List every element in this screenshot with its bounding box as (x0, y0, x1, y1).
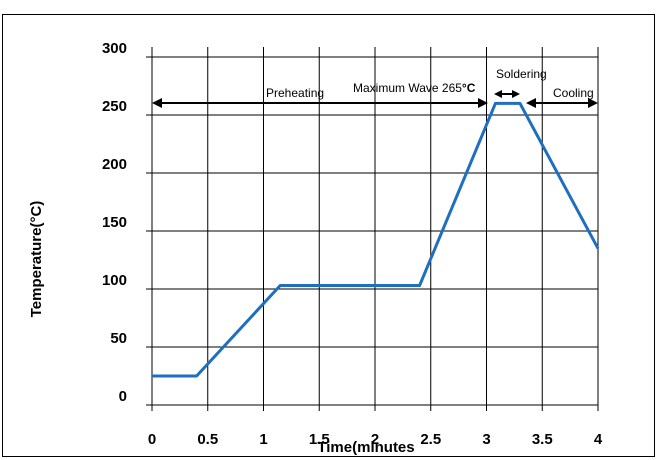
max-wave-label-text: Maximum Wave 265 (353, 81, 462, 95)
temperature-curve (152, 101, 600, 378)
x-tick-label: 0.5 (197, 431, 218, 448)
x-tick-label: 4 (594, 431, 603, 448)
x-tick-labels: 0 0.5 1 1.5 2 2.5 3 3.5 4 (148, 431, 603, 448)
cooling-arrow-right-head (588, 98, 598, 108)
preheating-arrow-right-head (478, 98, 488, 108)
y-tick-label: 300 (102, 40, 127, 57)
soldering-arrow-right-head (512, 90, 520, 98)
grid (146, 47, 599, 411)
x-axis-label: Time(minutes (317, 439, 414, 456)
cooling-arrow-left-head (526, 98, 536, 108)
x-tick-label: 1.5 (309, 431, 330, 448)
y-tick-label: 0 (119, 388, 127, 405)
y-tick-label: 150 (102, 214, 127, 231)
x-tick-label: 3.5 (532, 431, 553, 448)
y-tick-label: 50 (110, 330, 127, 347)
cooling-label: Cooling (553, 86, 594, 100)
preheating-arrow-left-head (152, 98, 162, 108)
soldering-label: Soldering (496, 67, 547, 81)
annotation-arrows (152, 90, 598, 108)
soldering-arrow-left-head (494, 90, 502, 98)
x-tick-label: 1 (259, 431, 267, 448)
y-tick-label: 250 (102, 98, 127, 115)
y-tick-label: 100 (102, 272, 127, 289)
y-tick-label: 200 (102, 156, 127, 173)
chart-frame (2, 14, 655, 457)
x-tick-label: 2.5 (420, 431, 441, 448)
max-wave-label: Maximum Wave 265°C (353, 81, 476, 95)
x-tick-label: 2 (371, 431, 379, 448)
x-tick-label: 0 (148, 431, 156, 448)
x-tick-label: 3 (482, 431, 490, 448)
preheating-label: Preheating (266, 86, 324, 100)
y-axis-label: Temperature(°C) (28, 201, 45, 318)
y-tick-labels: 0 50 100 150 200 250 300 (102, 40, 127, 405)
max-wave-unit: °C (462, 81, 476, 95)
